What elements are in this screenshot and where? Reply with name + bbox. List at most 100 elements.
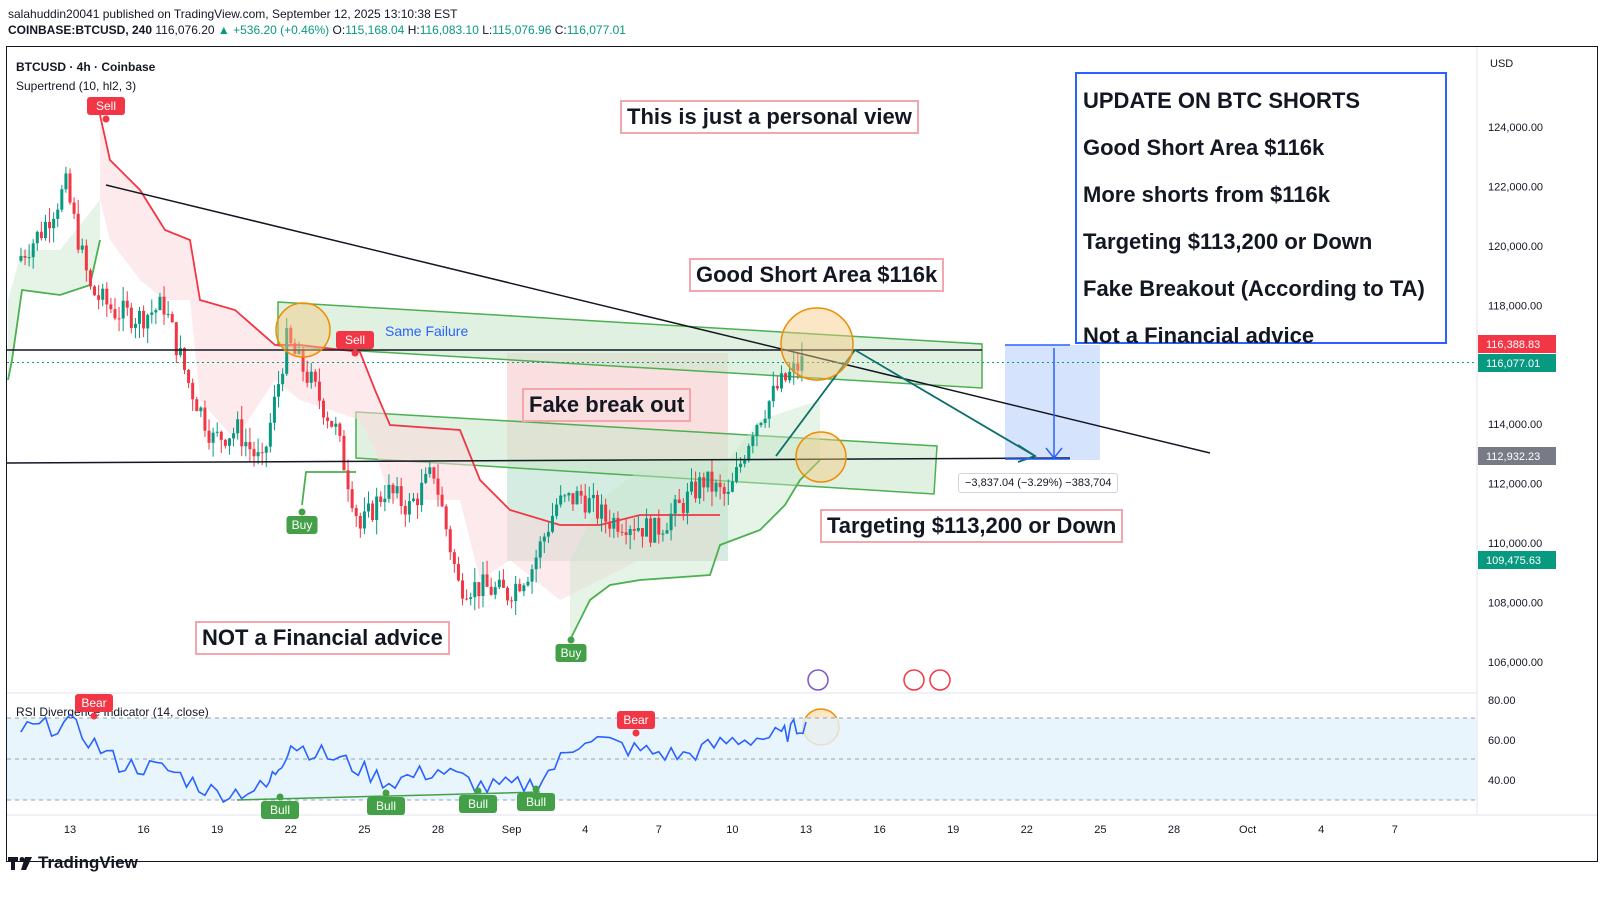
tradingview-icon (8, 857, 32, 870)
candle-body (767, 401, 771, 419)
candle-body (129, 307, 133, 328)
time-tick-label: Oct (1239, 824, 1256, 836)
candle-body (260, 452, 264, 454)
chart-header: salahuddin20041 published on TradingView… (8, 6, 626, 38)
symbol-label[interactable]: COINBASE:BTCUSD, 240 (8, 23, 153, 37)
candle-body (784, 373, 788, 381)
legend-ticker[interactable]: BTCUSD · 4h · Coinbase (16, 60, 156, 74)
candle-body (391, 484, 395, 494)
price-tag-label: 109,475.63 (1486, 555, 1541, 567)
candle-body (268, 422, 272, 447)
candle-body (747, 445, 751, 461)
candle-body (23, 256, 27, 258)
time-tick-label: 10 (726, 824, 738, 836)
chart-frame[interactable] (6, 46, 1598, 862)
candle-body (436, 478, 440, 495)
candle-body (93, 286, 97, 296)
candle-body (665, 530, 669, 534)
bear-signal-bg (617, 711, 655, 729)
candle-body (640, 528, 644, 537)
time-tick-label: 28 (432, 824, 444, 836)
candle-body (620, 531, 624, 533)
candle-body (800, 355, 804, 371)
low-value: 115,076.96 (492, 23, 552, 37)
update-line: Not a Financial advice (1083, 323, 1315, 348)
sell-signal: Sell (345, 333, 365, 347)
candle-body (493, 587, 497, 595)
ohlc-line: COINBASE:BTCUSD, 240 116,076.20 ▲ +536.2… (8, 22, 626, 38)
candle-body (718, 482, 722, 488)
price-tag-bg (1478, 354, 1556, 372)
time-tick-label: 16 (137, 824, 149, 836)
candle-body (559, 495, 563, 505)
price-tick-label: 106,000.00 (1488, 657, 1543, 669)
candle-body (248, 442, 252, 450)
time-tick-label: 25 (1094, 824, 1106, 836)
currency-label[interactable]: USD (1490, 58, 1514, 70)
same-failure-label: Same Failure (385, 323, 468, 339)
price-tag-bg (1478, 335, 1556, 353)
candle-body (763, 418, 767, 423)
time-tick-label: 13 (64, 824, 76, 836)
time-tick-label: 16 (873, 824, 885, 836)
candle-body (19, 256, 23, 261)
time-tick-label: Sep (502, 824, 522, 836)
sell-signal-bg (87, 97, 125, 115)
event-icon (903, 669, 925, 691)
legend-supertrend[interactable]: Supertrend (10, hl2, 3) (16, 79, 137, 93)
price-change: ▲ +536.20 (+0.46%) (217, 23, 330, 37)
candle-body (182, 348, 186, 370)
candle-body (706, 471, 710, 488)
candle-body (440, 494, 444, 507)
projection-arrowhead (1017, 444, 1038, 463)
candle-body (223, 439, 227, 446)
price-tick-label: 118,000.00 (1488, 300, 1542, 312)
candle-body (350, 489, 354, 509)
candle-body (48, 221, 52, 229)
time-tick-label: 13 (800, 824, 812, 836)
open-label: O: (332, 23, 346, 37)
highlight-circle (780, 307, 854, 381)
supertrend-up-line (569, 459, 821, 641)
candle-body (88, 270, 92, 287)
update-line: UPDATE ON BTC SHORTS (1083, 88, 1361, 113)
candle-body (244, 442, 248, 447)
candle-body (232, 433, 236, 439)
time-tick-label: 19 (947, 824, 959, 836)
candle-body (178, 348, 182, 356)
candle-body (326, 417, 330, 421)
candle-body (317, 381, 321, 401)
bull-signal-bg (261, 801, 299, 819)
last-price: 116,076.20 (155, 23, 215, 37)
candle-body (481, 574, 485, 597)
candle-body (121, 300, 125, 319)
candle-body (734, 467, 738, 482)
low-label: L: (482, 23, 493, 37)
time-tick-label: 22 (1021, 824, 1033, 836)
candle-body (632, 529, 636, 531)
candle-body (506, 587, 510, 601)
candle-body (796, 363, 800, 371)
candle-body (595, 494, 599, 519)
price-tag-label: 116,388.83 (1486, 339, 1540, 351)
bull-signal: Bull (270, 803, 290, 817)
bull-signal-dot (474, 787, 482, 795)
tradingview-logo[interactable]: TradingView (8, 853, 138, 873)
note-personal-view: This is just a personal view (620, 100, 919, 134)
candle-body (358, 516, 362, 529)
candle-body (604, 504, 608, 522)
rsi-line (20, 713, 807, 804)
candle-body (714, 482, 718, 492)
sell-signal-dot (102, 115, 110, 123)
candle-body (199, 407, 203, 412)
candle-body (162, 296, 166, 315)
candle-body (305, 371, 309, 383)
candle-body (56, 209, 60, 219)
candle-body (342, 435, 346, 471)
candle-body (375, 496, 379, 521)
candle-body (579, 491, 583, 496)
candle-body (236, 419, 240, 434)
candle-body (379, 496, 383, 503)
bear-signal: Bear (623, 713, 648, 727)
